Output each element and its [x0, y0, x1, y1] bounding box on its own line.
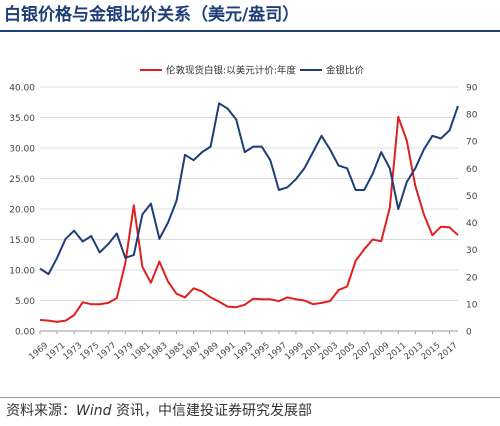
right-tick-label: 0 [466, 328, 472, 338]
left-tick-label: 15.00 [9, 236, 35, 246]
legend-label-ratio: 金银比价 [326, 65, 365, 77]
right-tick-label: 10 [466, 300, 478, 310]
left-tick-label: 0.00 [15, 328, 35, 338]
title-divider [0, 30, 500, 32]
x-tick-label: 2017 [437, 341, 460, 363]
left-tick-label: 10.00 [9, 267, 35, 277]
source-divider [0, 397, 500, 398]
left-tick-label: 20.00 [9, 206, 35, 216]
source-wind: Wind [76, 403, 112, 419]
left-tick-label: 5.00 [15, 297, 35, 307]
silver-price-line [39, 115, 459, 323]
right-tick-label: 60 [466, 165, 478, 175]
source-prefix: 资料来源： [6, 403, 76, 419]
source-rest: 资讯，中信建投证券研究发展部 [111, 403, 312, 419]
right-tick-label: 80 [466, 111, 478, 121]
right-tick-label: 90 [466, 84, 478, 94]
right-tick-label: 30 [466, 246, 478, 256]
legend-label-silver: 伦敦现货白银:以美元计价:年度 [166, 65, 296, 77]
chart: 0.00 5.00 10.00 15.00 20.00 25.00 30.00 35.00 40… [9, 65, 478, 363]
chart-container: 0.00 5.00 10.00 15.00 20.00 25.00 30.00 35.00 40… [0, 32, 500, 396]
left-tick-label: 35.00 [9, 114, 35, 124]
left-tick-label: 40.00 [9, 84, 35, 94]
right-tick-label: 20 [466, 273, 478, 283]
gold-silver-ratio-line [39, 102, 459, 276]
right-tick-label: 50 [466, 192, 478, 202]
source-note: 资料来源：Wind 资讯，中信建投证券研究发展部 [6, 400, 496, 422]
left-tick-label: 30.00 [9, 145, 35, 155]
left-tick-label: 25.00 [9, 175, 35, 185]
right-tick-label: 70 [466, 138, 478, 148]
page-title: 白银价格与金银比价关系（美元/盎司） [4, 5, 300, 25]
right-tick-label: 40 [466, 219, 478, 229]
